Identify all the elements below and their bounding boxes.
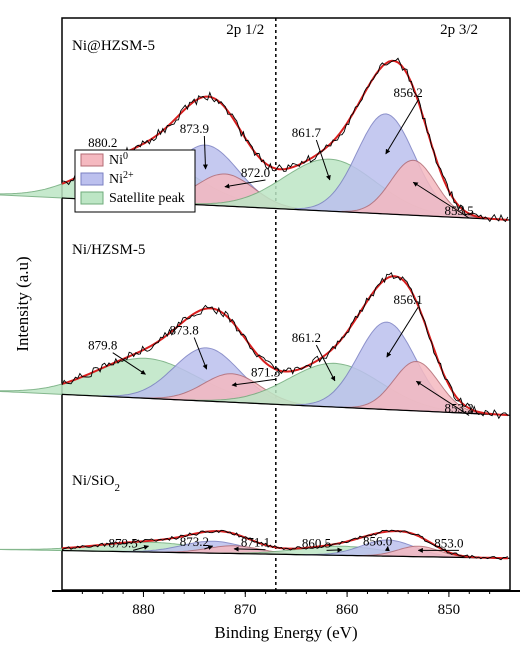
xps-chart: 880 870 860 850 Binding Energy (eV) Intensity…	[0, 0, 526, 645]
svg-text:879.8: 879.8	[88, 338, 117, 353]
svg-text:856.2: 856.2	[394, 85, 423, 100]
svg-text:880.2: 880.2	[88, 135, 117, 150]
svg-text:873.9: 873.9	[180, 121, 209, 136]
svg-text:856.0: 856.0	[363, 533, 392, 548]
svg-text:873.2: 873.2	[180, 534, 209, 549]
svg-text:Binding Energy (eV): Binding Energy (eV)	[214, 623, 357, 642]
svg-text:860: 860	[336, 602, 359, 618]
svg-text:879.5: 879.5	[108, 535, 137, 550]
chart-svg: 880 870 860 850 Binding Energy (eV) Intensity…	[0, 0, 526, 645]
svg-text:850: 850	[438, 602, 461, 618]
legend-label: Satellite peak	[109, 191, 185, 206]
svg-text:856.1: 856.1	[394, 292, 423, 307]
legend-swatch	[81, 173, 103, 185]
svg-text:870: 870	[234, 602, 257, 618]
svg-text:861.7: 861.7	[292, 125, 322, 140]
legend-swatch	[81, 154, 103, 166]
svg-text:871.3: 871.3	[251, 364, 280, 379]
svg-text:853.0: 853.0	[434, 535, 463, 550]
svg-text:2p 1/2: 2p 1/2	[226, 22, 264, 38]
svg-text:Intensity (a.u): Intensity (a.u)	[13, 256, 32, 351]
legend-swatch	[81, 192, 103, 204]
svg-text:880: 880	[132, 602, 155, 618]
svg-text:861.2: 861.2	[292, 330, 321, 345]
svg-text:853.2: 853.2	[444, 400, 473, 415]
svg-text:860.5: 860.5	[302, 535, 331, 550]
sample-label: Ni/SiO2	[72, 473, 120, 494]
svg-text:2p 3/2: 2p 3/2	[440, 22, 478, 38]
sample-label: Ni/HZSM-5	[72, 242, 145, 258]
sample-label: Ni@HZSM-5	[72, 38, 155, 54]
svg-text:873.8: 873.8	[170, 323, 199, 338]
svg-text:853.5: 853.5	[444, 203, 473, 218]
svg-text:872.0: 872.0	[241, 165, 270, 180]
svg-text:871.1: 871.1	[241, 535, 270, 550]
